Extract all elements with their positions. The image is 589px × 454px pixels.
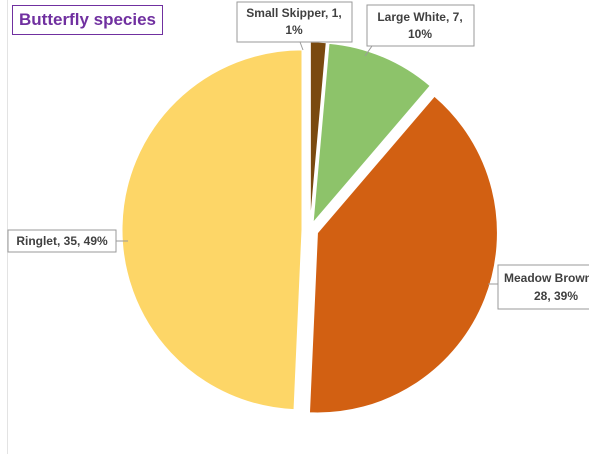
chart-title: Butterfly species (12, 5, 163, 35)
data-label-small-skipper: Small Skipper, 1, 1% (236, 1, 353, 51)
large-white-label-line1: Large White, 7, (377, 10, 462, 24)
chart-border (7, 0, 8, 454)
small-skipper-label-line1: Small Skipper, 1, (246, 6, 341, 20)
data-label-meadow-brown: Meadow Brown 28, 39% (488, 264, 589, 310)
pie-slice-large-white (312, 42, 431, 225)
meadow-brown-label-line2: 28, 39% (534, 289, 578, 303)
data-label-large-white: Large White, 7, 10% (364, 4, 475, 57)
ringlet-label: Ringlet, 35, 49% (16, 234, 108, 248)
small-skipper-label-line2: 1% (285, 23, 303, 37)
large-white-label-line2: 10% (408, 27, 432, 41)
pie-slice-meadow-brown (308, 95, 498, 414)
pie-slice-ringlet (121, 49, 303, 411)
data-label-ringlet: Ringlet, 35, 49% (7, 229, 128, 253)
meadow-brown-label-line1: Meadow Brown (504, 271, 589, 285)
